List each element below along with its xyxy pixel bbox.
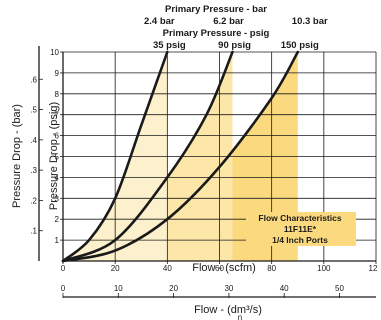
x2-tick-label-3: 30 <box>224 284 233 293</box>
y-tick-label-4: 5 <box>55 153 60 162</box>
x-tick-label-6: 12 <box>369 264 378 273</box>
x-axis-label-scfm: Flow - (scfm) <box>192 262 256 274</box>
y-tick-label-5: 6 <box>55 132 60 141</box>
bar-tick-label-4: .5 <box>30 106 37 115</box>
psig-value-1: 35 psig <box>153 40 186 51</box>
bar-tick-label-2: .3 <box>30 166 37 175</box>
bar-value-3: 10.3 bar <box>292 16 328 27</box>
y-axis-label-bar: Pressure Drop - (bar) <box>11 104 23 208</box>
psig-header-values: 35 psig 90 psig 150 psig <box>153 40 319 51</box>
y-axis-label-psig: Pressure Drop - (psig) <box>48 102 60 210</box>
x-tick-label-3: 60 <box>215 264 224 273</box>
y-tick-label-7: 8 <box>55 90 60 99</box>
bar-header-values: 2.4 bar 6.2 bar 10.3 bar <box>144 16 328 27</box>
x-tick-label-0: 0 <box>61 264 66 273</box>
flow-curves <box>61 50 300 263</box>
y-tick-label-0: 1 <box>55 236 60 245</box>
y-tick-label-3: 4 <box>55 173 60 182</box>
fill-region-1 <box>63 52 168 261</box>
x-tick-label-4: 80 <box>267 264 276 273</box>
curve-series-1 <box>61 50 169 263</box>
x-tick-label-2: 40 <box>163 264 172 273</box>
psig-value-3: 150 psig <box>281 40 319 51</box>
fill-region-2 <box>63 52 233 261</box>
x-axis-label-dm3s: Flow - (dm³/s) <box>194 304 262 316</box>
curve-series-3 <box>61 50 300 263</box>
y-tick-label-1: 2 <box>55 215 60 224</box>
annotation-line-3: 1/4 Inch Ports <box>272 235 328 245</box>
x2-tick-label-4: 40 <box>280 284 289 293</box>
psig-header-title: Primary Pressure - psig <box>163 28 270 39</box>
y-tick-label-2: 3 <box>55 194 60 203</box>
bar-tick-label-0: .1 <box>30 227 37 236</box>
y-tick-label-6: 7 <box>55 111 60 120</box>
x2-tick-label-5: 50 <box>335 284 344 293</box>
x2-tick-label-1: 10 <box>114 284 123 293</box>
annotation-line-2: 11F11E* <box>284 224 317 234</box>
psig-value-2: 90 psig <box>218 40 251 51</box>
bar-tick-label-1: .2 <box>30 196 37 205</box>
bar-header-title: Primary Pressure - bar <box>165 4 267 15</box>
operating-region-fills <box>63 52 298 261</box>
x2-tick-label-2: 20 <box>169 284 178 293</box>
x-tick-label-1: 20 <box>111 264 120 273</box>
bar-value-1: 2.4 bar <box>144 16 175 27</box>
annotation-background <box>246 212 356 246</box>
y-tick-label-8: 9 <box>55 69 60 78</box>
x-axis-label-subscript: n <box>238 313 242 320</box>
grid-lines <box>63 52 376 261</box>
annotation-line-1: Flow Characteristics <box>258 213 341 223</box>
curve-series-2 <box>61 50 234 263</box>
bar-value-2: 6.2 bar <box>213 16 244 27</box>
bar-tick-label-5: .6 <box>30 75 37 84</box>
fill-region-3 <box>63 52 298 261</box>
y-tick-label-9: 10 <box>50 48 59 57</box>
x2-tick-label-0: 0 <box>61 284 66 293</box>
x-tick-label-5: 100 <box>317 264 331 273</box>
bar-tick-label-3: .4 <box>30 136 37 145</box>
